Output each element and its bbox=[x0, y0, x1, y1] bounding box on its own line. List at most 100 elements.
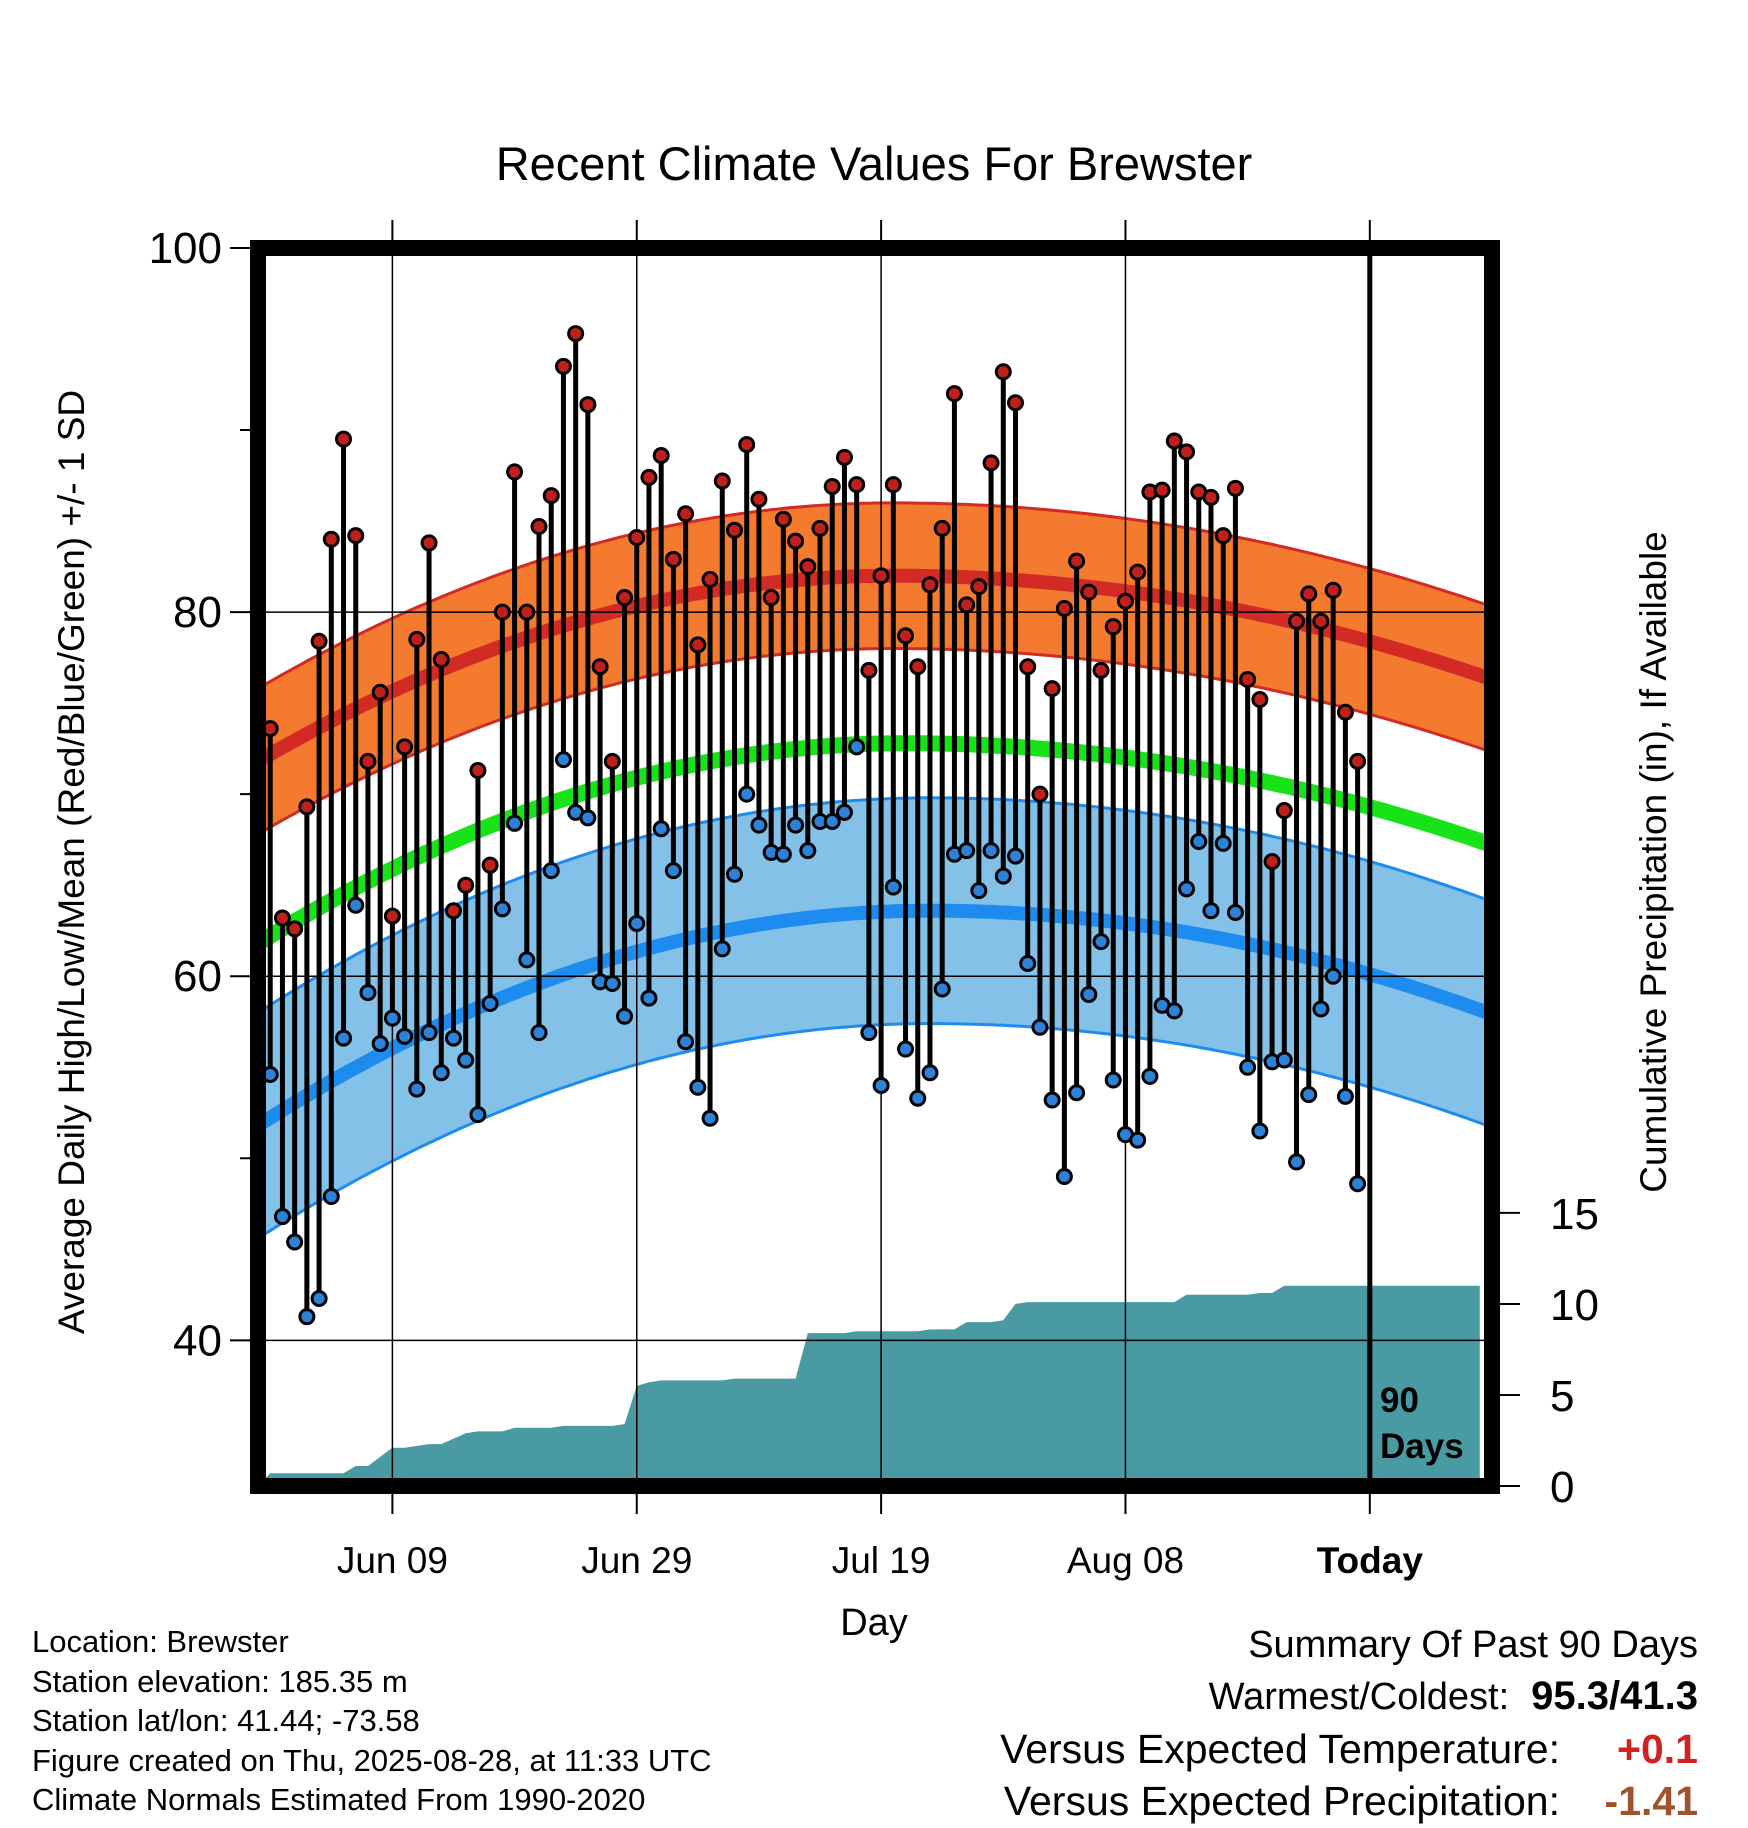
low-point bbox=[933, 980, 951, 998]
high-point bbox=[493, 603, 511, 621]
high-point bbox=[701, 570, 719, 588]
high-point bbox=[310, 632, 328, 650]
x-tick-label: Aug 08 bbox=[1067, 1540, 1184, 1581]
high-point bbox=[616, 589, 634, 607]
low-point bbox=[628, 914, 646, 932]
y-tick-label: 60 bbox=[173, 952, 222, 1001]
y-tick-label: 40 bbox=[173, 1316, 222, 1365]
high-point bbox=[408, 630, 426, 648]
high-point bbox=[298, 798, 316, 816]
low-point bbox=[322, 1188, 340, 1206]
high-point bbox=[872, 567, 890, 585]
latlon-text: Station lat/lon: 41.44; -73.58 bbox=[32, 1703, 420, 1738]
high-point bbox=[1153, 481, 1171, 499]
x-tick-label: Today bbox=[1317, 1540, 1424, 1581]
elevation-text: Station elevation: 185.35 m bbox=[32, 1663, 408, 1699]
low-point bbox=[481, 995, 499, 1013]
low-point bbox=[872, 1076, 890, 1094]
low-point bbox=[359, 984, 377, 1002]
low-point bbox=[652, 820, 670, 838]
low-point bbox=[921, 1064, 939, 1082]
warm-cold-label: Warmest/Coldest: bbox=[1208, 1676, 1510, 1718]
low-point bbox=[371, 1035, 389, 1053]
precipitation-area-group bbox=[258, 1285, 1480, 1486]
y-axis-label: Average Daily High/Low/Mean (Red/Blue/Gr… bbox=[51, 390, 92, 1334]
low-point bbox=[860, 1024, 878, 1042]
low-point bbox=[457, 1051, 475, 1069]
x-tick-label: Jun 29 bbox=[581, 1540, 692, 1581]
low-point bbox=[469, 1106, 487, 1124]
low-point bbox=[603, 975, 621, 993]
normal-mean-line bbox=[253, 735, 1495, 951]
low-point bbox=[1312, 1000, 1330, 1018]
low-point bbox=[530, 1024, 548, 1042]
high-point bbox=[738, 436, 756, 454]
high-point bbox=[579, 396, 597, 414]
high-point bbox=[762, 589, 780, 607]
low-point bbox=[958, 842, 976, 860]
y-tick-label: 80 bbox=[173, 588, 222, 637]
low-point bbox=[848, 738, 866, 756]
low-point bbox=[1300, 1086, 1318, 1104]
low-point bbox=[310, 1289, 328, 1307]
high-point bbox=[347, 527, 365, 545]
low-point bbox=[738, 785, 756, 803]
precip-value: -1.41 bbox=[1604, 1778, 1698, 1824]
low-point bbox=[1324, 967, 1342, 985]
high-point bbox=[664, 550, 682, 568]
low-point bbox=[774, 845, 792, 863]
high-point bbox=[945, 385, 963, 403]
precip-row: Versus Expected Precipitation: -1.41 bbox=[798, 1775, 1698, 1827]
high-point bbox=[982, 454, 1000, 472]
y2-tick-label: 5 bbox=[1550, 1372, 1574, 1421]
y2-tick-label: 10 bbox=[1550, 1281, 1599, 1330]
high-point bbox=[1251, 691, 1269, 709]
station-info: Location: Brewster Station elevation: 18… bbox=[32, 1622, 932, 1820]
high-point bbox=[1324, 581, 1342, 599]
high-point bbox=[335, 430, 353, 448]
temp-row: Versus Expected Temperature: +0.1 bbox=[798, 1723, 1698, 1775]
high-point bbox=[1336, 703, 1354, 721]
low-point bbox=[579, 809, 597, 827]
y2-tick-label: 0 bbox=[1550, 1463, 1574, 1512]
high-point bbox=[371, 683, 389, 701]
low-point bbox=[664, 862, 682, 880]
low-point bbox=[884, 878, 902, 896]
high-point bbox=[994, 363, 1012, 381]
chart-title: Recent Climate Values For Brewster bbox=[496, 137, 1253, 190]
low-point bbox=[1178, 880, 1196, 898]
low-point bbox=[383, 1009, 401, 1027]
low-point bbox=[1104, 1071, 1122, 1089]
high-point bbox=[1116, 592, 1134, 610]
summary-panel: Summary Of Past 90 Days Warmest/Coldest:… bbox=[798, 1620, 1698, 1827]
low-point bbox=[701, 1109, 719, 1127]
warm-cold-value: 95.3/41.3 bbox=[1531, 1674, 1698, 1718]
high-point bbox=[725, 521, 743, 539]
low-point bbox=[286, 1233, 304, 1251]
low-point bbox=[542, 862, 560, 880]
high-point bbox=[921, 576, 939, 594]
high-point bbox=[1202, 488, 1220, 506]
low-point bbox=[273, 1208, 291, 1226]
low-point bbox=[713, 940, 731, 958]
high-point bbox=[1226, 479, 1244, 497]
high-point bbox=[823, 477, 841, 495]
low-point bbox=[518, 951, 536, 969]
low-point bbox=[1190, 833, 1208, 851]
low-point bbox=[1092, 933, 1110, 951]
low-point bbox=[982, 842, 1000, 860]
x-axis-label: Day bbox=[840, 1602, 908, 1644]
high-point bbox=[677, 505, 695, 523]
high-point bbox=[884, 476, 902, 494]
high-point bbox=[444, 902, 462, 920]
high-point bbox=[1178, 443, 1196, 461]
high-point bbox=[542, 487, 560, 505]
low-point bbox=[1019, 954, 1037, 972]
high-point bbox=[286, 920, 304, 938]
high-point bbox=[860, 661, 878, 679]
low-point bbox=[823, 812, 841, 830]
x-tick-label: Jul 19 bbox=[832, 1540, 931, 1581]
low-point bbox=[725, 865, 743, 883]
high-point bbox=[1080, 583, 1098, 601]
daily-range-stems-group bbox=[267, 333, 1361, 1317]
